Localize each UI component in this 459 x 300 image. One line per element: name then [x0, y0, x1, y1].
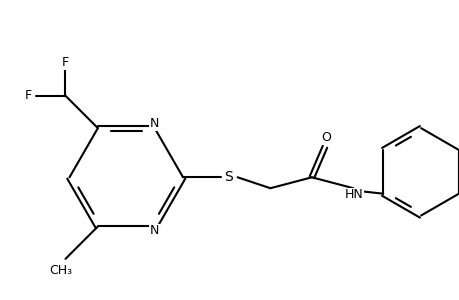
- Text: CH₃: CH₃: [50, 264, 73, 278]
- Text: N: N: [150, 117, 159, 130]
- Text: N: N: [150, 224, 159, 237]
- Text: F: F: [25, 89, 32, 102]
- Text: HN: HN: [344, 188, 363, 201]
- Text: O: O: [320, 131, 330, 145]
- Text: F: F: [62, 56, 69, 69]
- Text: S: S: [224, 170, 233, 184]
